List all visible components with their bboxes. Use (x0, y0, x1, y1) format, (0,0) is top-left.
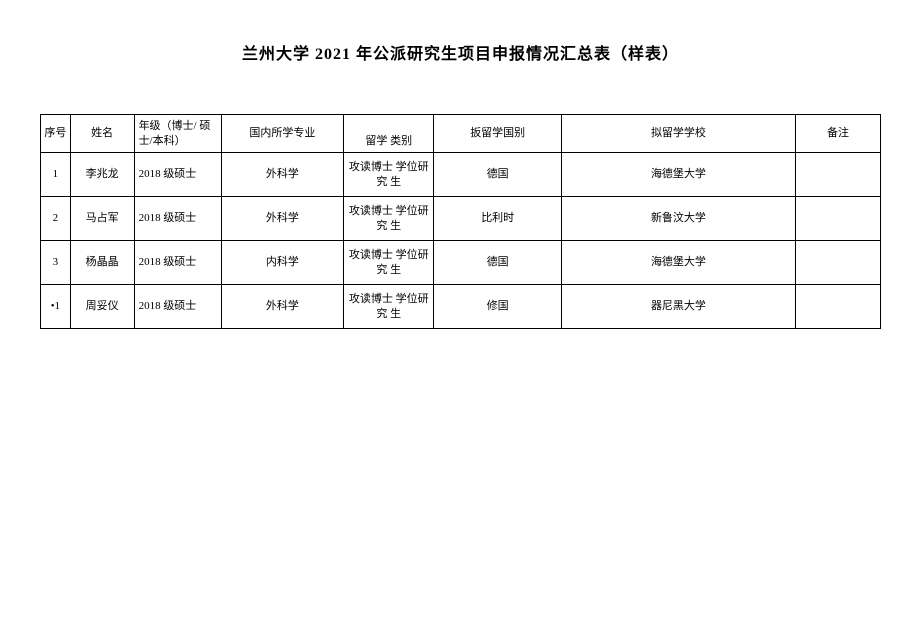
cell-name: 周妥仪 (70, 285, 134, 329)
cell-country: 修国 (434, 285, 562, 329)
cell-grade: 2018 级硕士 (134, 241, 221, 285)
cell-school: 海德堡大学 (561, 153, 795, 197)
cell-seq: 2 (41, 197, 71, 241)
cell-country: 德国 (434, 153, 562, 197)
cell-remark (795, 153, 880, 197)
header-remark: 备注 (795, 115, 880, 153)
cell-major: 外科学 (221, 153, 343, 197)
page-title: 兰州大学 2021 年公派研究生项目申报情况汇总表（样表） (40, 40, 881, 64)
cell-category: 攻读博士 学位研究 生 (344, 285, 434, 329)
cell-school: 新鲁汶大学 (561, 197, 795, 241)
table-row: •1 周妥仪 2018 级硕士 外科学 攻读博士 学位研究 生 修国 器尼黑大学 (41, 285, 881, 329)
header-country: 扳留学国别 (434, 115, 562, 153)
cell-grade: 2018 级硕士 (134, 197, 221, 241)
cell-seq: •1 (41, 285, 71, 329)
header-school: 拟留学学校 (561, 115, 795, 153)
cell-name: 马占军 (70, 197, 134, 241)
table-row: 1 李兆龙 2018 级硕士 外科学 攻读博士 学位研究 生 德国 海德堡大学 (41, 153, 881, 197)
table-row: 3 杨晶晶 2018 级硕士 内科学 攻读博士 学位研究 生 德国 海德堡大学 (41, 241, 881, 285)
cell-major: 外科学 (221, 285, 343, 329)
cell-grade: 2018 级硕士 (134, 153, 221, 197)
cell-seq: 3 (41, 241, 71, 285)
cell-category: 攻读博士 学位研究 生 (344, 197, 434, 241)
cell-remark (795, 241, 880, 285)
cell-grade: 2018 级硕士 (134, 285, 221, 329)
cell-major: 内科学 (221, 241, 343, 285)
cell-major: 外科学 (221, 197, 343, 241)
cell-name: 李兆龙 (70, 153, 134, 197)
cell-school: 海德堡大学 (561, 241, 795, 285)
cell-name: 杨晶晶 (70, 241, 134, 285)
cell-seq: 1 (41, 153, 71, 197)
table-row: 2 马占军 2018 级硕士 外科学 攻读博士 学位研究 生 比利时 新鲁汶大学 (41, 197, 881, 241)
cell-country: 比利时 (434, 197, 562, 241)
cell-remark (795, 197, 880, 241)
cell-category: 攻读博士 学位研究 生 (344, 153, 434, 197)
table-header-row: 序号 姓名 年级（博士/ 硕士/本科） 国内所学专业 留学 类别 扳留学国别 拟… (41, 115, 881, 153)
cell-category: 攻读博士 学位研究 生 (344, 241, 434, 285)
summary-table: 序号 姓名 年级（博士/ 硕士/本科） 国内所学专业 留学 类别 扳留学国别 拟… (40, 114, 881, 329)
cell-school: 器尼黑大学 (561, 285, 795, 329)
header-major: 国内所学专业 (221, 115, 343, 153)
cell-remark (795, 285, 880, 329)
header-name: 姓名 (70, 115, 134, 153)
header-seq: 序号 (41, 115, 71, 153)
header-grade: 年级（博士/ 硕士/本科） (134, 115, 221, 153)
header-category: 留学 类别 (344, 115, 434, 153)
cell-country: 德国 (434, 241, 562, 285)
